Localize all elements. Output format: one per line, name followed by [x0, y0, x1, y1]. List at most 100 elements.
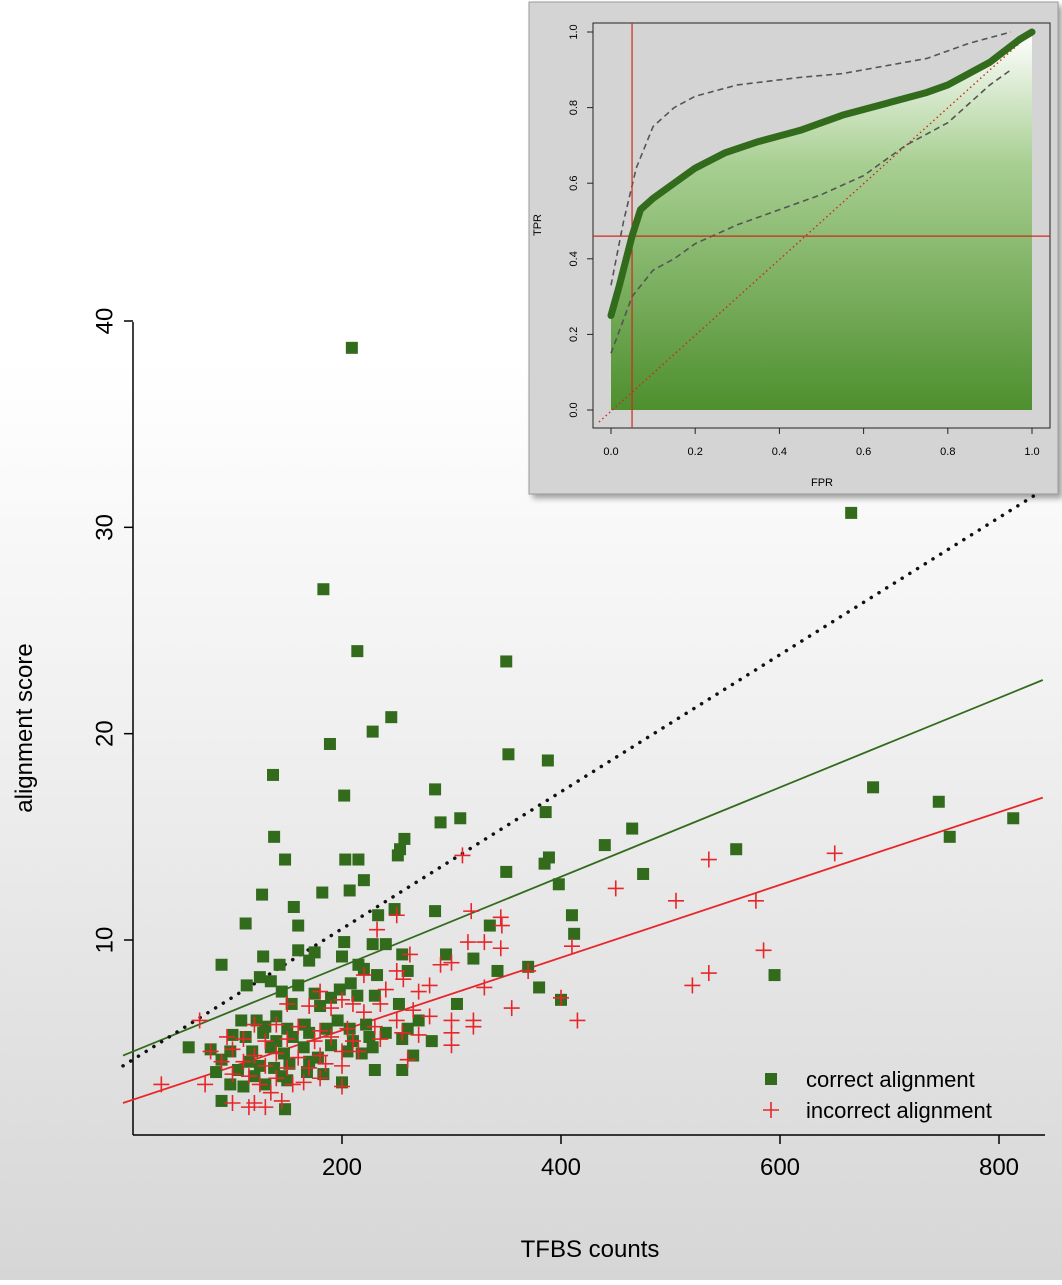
- inset-x-tick-label: 0.0: [603, 446, 618, 458]
- incorrect-alignment-point: [257, 1033, 274, 1050]
- incorrect-alignment-point: [219, 1028, 236, 1045]
- correct-alignment-point: [454, 812, 467, 825]
- correct-alignment-point: [845, 506, 858, 519]
- incorrect-alignment-point: [553, 989, 569, 1006]
- correct-alignment-point: [429, 905, 442, 918]
- incorrect-alignment-point: [454, 847, 471, 864]
- correct-alignment-point: [283, 1057, 296, 1070]
- correct-alignment-point: [338, 936, 351, 949]
- y-tick-label: 10: [91, 927, 118, 954]
- y-axis-title: alignment score: [11, 643, 38, 812]
- incorrect-alignment-point: [295, 1074, 312, 1091]
- incorrect-alignment-point: [443, 1037, 460, 1054]
- correct-alignment-point: [320, 1022, 333, 1035]
- correct-alignment-point: [267, 768, 280, 781]
- correct-alignment-point: [292, 979, 305, 992]
- inset-y-tick-label: 0.0: [568, 402, 580, 417]
- correct-alignment-point: [626, 822, 639, 835]
- correct-alignment-point: [368, 1063, 381, 1076]
- incorrect-alignment-point: [334, 991, 350, 1008]
- incorrect-alignment-point: [350, 1043, 367, 1060]
- correct-alignment-point: [450, 997, 463, 1010]
- correct-alignment-point: [316, 886, 329, 899]
- correct-alignment-point: [500, 655, 513, 668]
- incorrect-alignment-point: [339, 1020, 356, 1037]
- incorrect-alignment-point: [421, 977, 438, 994]
- correct-alignment-point: [268, 830, 281, 843]
- incorrect-alignment-point: [191, 1012, 208, 1029]
- incorrect-alignment-point: [279, 995, 296, 1012]
- correct-alignment-point: [412, 1014, 425, 1027]
- correct-alignment-point: [339, 853, 352, 866]
- incorrect-alignment-point: [459, 934, 476, 951]
- correct-alignment-point: [943, 830, 956, 843]
- correct-alignment-point: [379, 938, 392, 951]
- incorrect-alignment-point: [273, 1092, 290, 1109]
- correct-alignment-point: [366, 725, 379, 738]
- incorrect-alignment-point: [355, 967, 372, 984]
- correct-alignment-point: [491, 964, 504, 977]
- x-tick-label: 800: [979, 1154, 1019, 1181]
- incorrect-alignment-point: [493, 917, 510, 934]
- correct-alignment-point: [314, 1000, 327, 1013]
- correct-alignment-point: [281, 1074, 294, 1087]
- incorrect-alignment-point: [755, 942, 772, 959]
- correct-alignment-point: [333, 983, 346, 996]
- correct-alignment-point: [385, 711, 398, 724]
- correct-alignment-point: [239, 1030, 252, 1043]
- incorrect-alignment-point: [312, 1070, 329, 1087]
- inset-x-axis-title: FPR: [811, 477, 833, 489]
- correct-alignment-point: [224, 1078, 237, 1091]
- correct-alignment-point: [323, 737, 336, 750]
- correct-alignment-point: [392, 997, 405, 1010]
- incorrect-alignment-point: [372, 995, 389, 1012]
- correct-alignment-point: [253, 971, 266, 984]
- incorrect-alignment-point: [312, 983, 329, 1000]
- correct-alignment-point: [1007, 812, 1020, 825]
- correct-alignment-point: [257, 1026, 270, 1039]
- correct-alignment-point: [357, 874, 370, 887]
- incorrect-alignment-point: [284, 1076, 301, 1093]
- incorrect-alignment-point: [279, 1059, 296, 1076]
- x-axis-title: TFBS counts: [521, 1236, 660, 1263]
- correct-alignment-point: [287, 900, 300, 913]
- correct-alignment-point: [210, 1066, 223, 1079]
- correct-alignment-point: [542, 851, 555, 864]
- incorrect-alignment-point: [153, 1076, 170, 1093]
- incorrect-alignment-point: [476, 979, 493, 996]
- correct-alignment-point: [215, 1094, 228, 1107]
- inset-y-tick-label: 0.8: [568, 100, 580, 115]
- incorrect-alignment-point: [700, 851, 717, 868]
- correct-alignment-point: [240, 979, 253, 992]
- correct-alignment-point: [372, 909, 385, 922]
- correct-alignment-point: [401, 964, 414, 977]
- incorrect-alignment-point: [826, 845, 843, 862]
- legend-label-correct: correct alignment: [806, 1067, 975, 1092]
- incorrect-alignment-point: [369, 921, 386, 938]
- correct-alignment-point: [368, 989, 381, 1002]
- correct-alignment-point: [182, 1041, 195, 1054]
- incorrect-alignment-point: [492, 909, 509, 926]
- correct-alignment-point: [483, 919, 496, 932]
- correct-alignment-point: [355, 1047, 368, 1060]
- incorrect-alignment-point: [240, 1068, 257, 1085]
- correct-alignment-point: [398, 832, 411, 845]
- correct-alignment-point: [264, 1041, 277, 1054]
- correct-alignment-point: [231, 1063, 244, 1076]
- correct-alignment-point: [360, 1018, 373, 1031]
- inset-x-tick-label: 0.4: [772, 446, 787, 458]
- correct-alignment-point: [598, 839, 611, 852]
- incorrect-alignment-point: [747, 892, 764, 909]
- incorrect-alignment-point: [344, 1033, 361, 1050]
- incorrect-alignment-point: [317, 1055, 334, 1072]
- correct-alignment-point: [552, 878, 565, 891]
- correct-alignment-point: [401, 1022, 414, 1035]
- inset-x-tick-label: 0.6: [856, 446, 871, 458]
- incorrect-alignment-point: [202, 1043, 219, 1060]
- inset-y-tick-label: 0.6: [568, 176, 580, 191]
- correct-alignment-point: [297, 1041, 310, 1054]
- incorrect-alignment-point: [312, 1022, 329, 1039]
- correct-alignment-point: [259, 1020, 272, 1033]
- correct-alignment-point: [351, 989, 364, 1002]
